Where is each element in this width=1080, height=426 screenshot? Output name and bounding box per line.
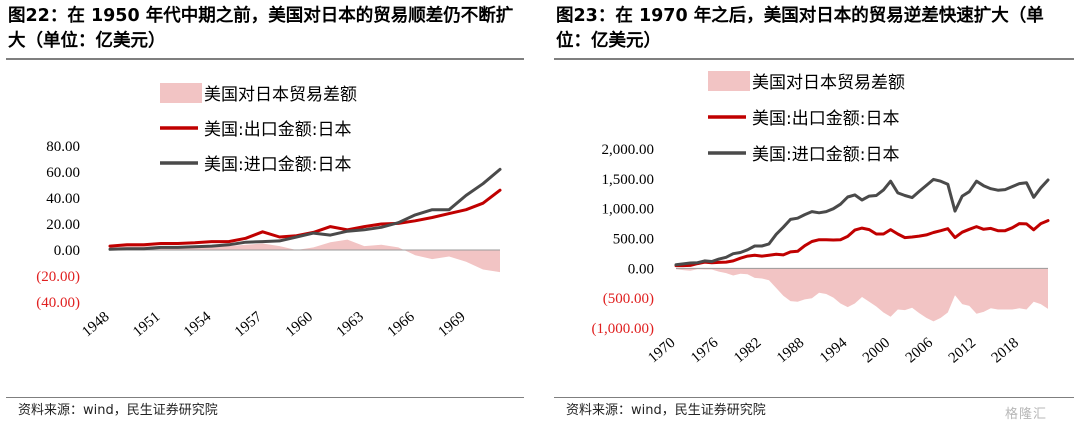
x-tick-label: 1960: [283, 309, 316, 341]
y-tick-label: 40.00: [46, 191, 80, 207]
x-tick-label: 2018: [989, 335, 1022, 367]
source-note: 资料来源：wind，民生证券研究院: [18, 403, 218, 418]
chart-panel-right: 图23：在 1970 年之后，美国对日本的贸易逆差快速扩大（单位：亿美元） 2,…: [548, 0, 1080, 426]
x-tick-label: 1966: [385, 308, 419, 340]
legend-label: 美国对日本贸易差额: [752, 73, 905, 93]
title-divider: [6, 58, 524, 60]
x-tick-label: 1954: [181, 308, 215, 340]
y-tick-label: 1,500.00: [602, 172, 655, 188]
x-tick-label: 2012: [946, 335, 979, 367]
source-divider: [554, 397, 1074, 398]
legend-swatch: [160, 83, 202, 103]
source-note: 资料来源：wind，民生证券研究院: [566, 403, 766, 418]
legend-label: 美国:进口金额:日本: [752, 145, 899, 165]
chart-left: 80.0060.0040.0020.000.00(20.00)(40.00)19…: [36, 83, 502, 341]
x-tick-label: 1963: [334, 309, 367, 341]
chart-panel-left: 图22：在 1950 年代中期之前，美国对日本的贸易顺差仍不断扩大（单位：亿美元…: [0, 0, 530, 426]
series-area-trade-balance: [676, 268, 1048, 322]
chart-title: 图23：在 1970 年之后，美国对日本的贸易逆差快速扩大（单位：亿美元）: [556, 6, 1044, 51]
y-tick-label: 80.00: [46, 139, 80, 155]
x-tick-label: 1969: [435, 309, 468, 341]
x-tick-label: 1982: [731, 335, 764, 367]
y-tick-label: (20.00): [36, 269, 80, 285]
x-tick-label: 1957: [232, 308, 266, 340]
series-line-imports: [674, 177, 1050, 267]
title-divider: [554, 58, 1074, 60]
legend-label: 美国:出口金额:日本: [204, 120, 351, 140]
y-tick-label: 1,000.00: [602, 202, 655, 218]
y-tick-label: (40.00): [36, 295, 80, 311]
watermark-logo: 格隆汇: [1005, 407, 1048, 422]
x-tick-label: 1994: [817, 334, 851, 366]
x-tick-label: 1988: [774, 335, 807, 367]
x-tick-label: 1951: [130, 309, 163, 341]
legend-swatch: [708, 71, 750, 91]
x-tick-label: 1948: [79, 309, 112, 341]
x-tick-label: 1970: [645, 335, 678, 367]
y-tick-label: 0.00: [628, 261, 654, 277]
legend-label: 美国对日本贸易差额: [204, 85, 357, 105]
legend-label: 美国:进口金额:日本: [204, 155, 351, 175]
series-line-exports: [674, 219, 1050, 268]
y-tick-label: (1,000.00): [592, 321, 655, 337]
legend-label: 美国:出口金额:日本: [752, 109, 899, 129]
y-tick-label: 60.00: [46, 165, 80, 181]
source-divider: [6, 397, 524, 398]
y-tick-label: 2,000.00: [602, 142, 655, 158]
series-line-exports: [108, 188, 502, 248]
x-tick-label: 1976: [688, 334, 722, 366]
chart-title: 图22：在 1950 年代中期之前，美国对日本的贸易顺差仍不断扩大（单位：亿美元…: [8, 6, 514, 51]
series-line-imports: [108, 167, 502, 251]
y-tick-label: 0.00: [54, 243, 80, 259]
y-tick-label: 500.00: [613, 232, 654, 248]
x-tick-label: 2000: [860, 335, 893, 367]
y-tick-label: (500.00): [603, 291, 654, 307]
chart-right: 2,000.00 1,500.00 1,000.00 500.00 0.00 (500.0…: [592, 71, 1050, 367]
x-tick-label: 2006: [903, 334, 937, 366]
y-tick-label: 20.00: [46, 217, 80, 233]
